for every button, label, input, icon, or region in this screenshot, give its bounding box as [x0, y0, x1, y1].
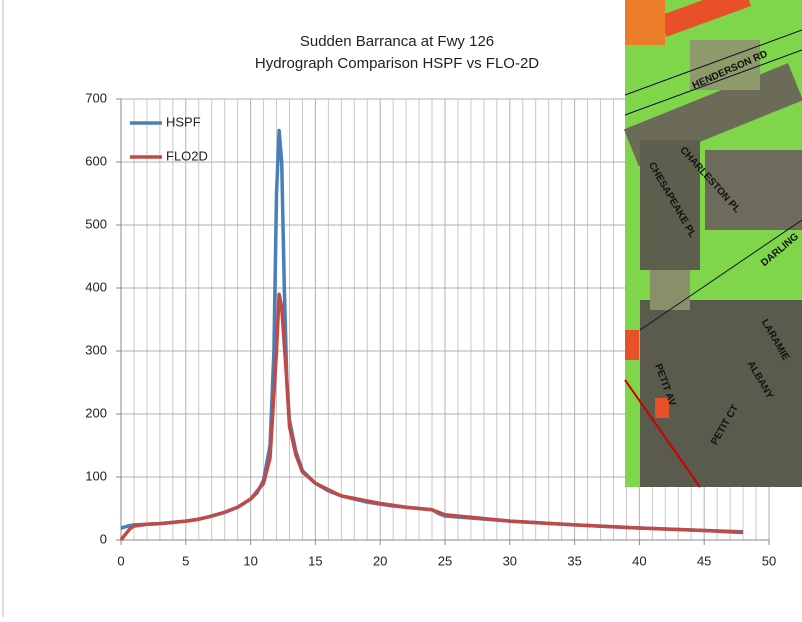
y-tick-label: 600	[85, 153, 107, 168]
x-tick-label: 40	[632, 553, 646, 568]
x-tick-label: 15	[308, 553, 322, 568]
y-tick-label: 400	[85, 279, 107, 294]
map-zone	[655, 398, 669, 418]
y-tick-label: 300	[85, 342, 107, 357]
map-zone	[625, 0, 665, 45]
map-block	[640, 300, 802, 487]
x-tick-label: 25	[438, 553, 452, 568]
x-tick-label: 50	[762, 553, 776, 568]
map-block	[650, 270, 690, 310]
chart-title: Sudden Barranca at Fwy 126	[300, 33, 494, 50]
series-line	[119, 292, 744, 542]
x-tick-label: 5	[182, 553, 189, 568]
x-tick-label: 30	[503, 553, 517, 568]
map-line	[624, 379, 701, 488]
x-tick-label: 20	[373, 553, 387, 568]
y-tick-label: 700	[85, 90, 107, 105]
map-line	[624, 29, 802, 96]
map-zone	[625, 330, 639, 360]
x-tick-label: 35	[567, 553, 581, 568]
y-tick-label: 100	[85, 468, 107, 483]
y-tick-label: 0	[100, 531, 107, 546]
map-line	[639, 219, 802, 331]
map-image: HENDERSON RD CHARLESTON PL CHESAPEAKE PL…	[623, 0, 802, 488]
map-block	[705, 150, 802, 230]
legend-label: HSPF	[166, 114, 201, 129]
chart-subtitle: Hydrograph Comparison HSPF vs FLO-2D	[255, 55, 539, 72]
x-tick-label: 0	[117, 553, 124, 568]
map-line	[624, 49, 802, 116]
map-zone	[658, 0, 752, 37]
y-tick-label: 200	[85, 405, 107, 420]
x-tick-label: 10	[243, 553, 257, 568]
map-block	[640, 140, 700, 270]
legend-label: FLO2D	[166, 148, 208, 163]
x-tick-label: 45	[697, 553, 711, 568]
y-tick-label: 500	[85, 216, 107, 231]
map-block	[690, 40, 760, 90]
